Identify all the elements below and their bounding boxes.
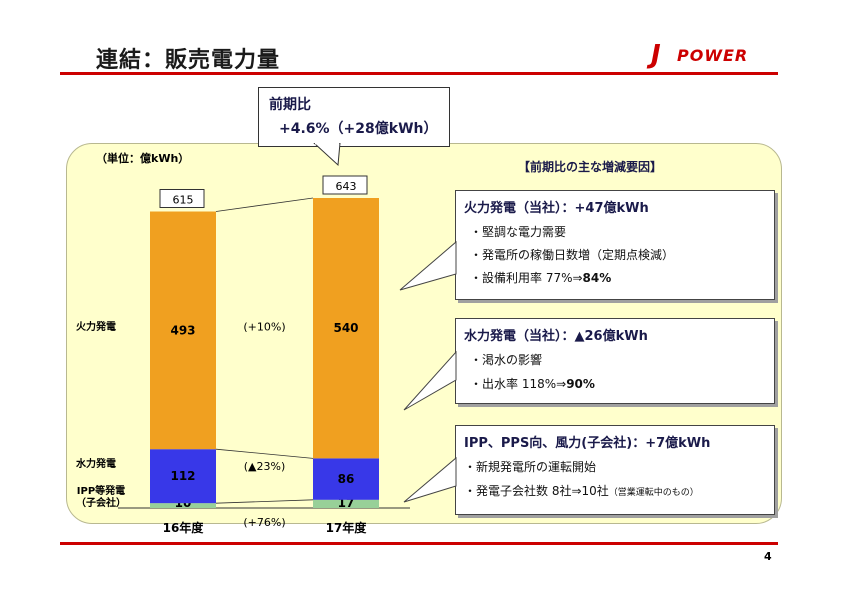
header-rule <box>60 72 778 75</box>
page-title: 連結：販売電力量 <box>96 48 281 73</box>
bar-hydro <box>150 449 216 504</box>
total-box <box>159 188 205 208</box>
connector-line <box>215 499 314 504</box>
factor-hydro-title: 水力発電（当社）：▲26億kWh <box>464 329 648 344</box>
row-label-hydro: 水力発電 <box>76 459 116 470</box>
factors-heading: 【前期比の主な増減要因】 <box>518 160 663 174</box>
unit-label: （単位：億kWh） <box>96 152 190 165</box>
factor-hydro-rate-prefix: ・出水率 118%⇒ <box>470 377 567 391</box>
callout-label: 前期比 <box>269 97 311 113</box>
factor-ipp-count: ・発電子会社数 8社⇒10社（営業運転中のもの） <box>464 482 699 499</box>
row-label-thermal: 火力発電 <box>76 322 116 333</box>
data-label-thermal: 540 <box>333 321 358 335</box>
yoy-callout: 前期比 +4.6%（+28億kWh） <box>258 87 450 147</box>
total-box <box>322 175 368 195</box>
factor-box-hydro: 水力発電（当社）：▲26億kWh ・渇水の影響 ・出水率 118%⇒90% <box>455 318 775 404</box>
callout-tail <box>313 143 341 167</box>
total-label: 643 <box>336 180 357 193</box>
factor-thermal-rate-prefix: ・設備利用率 77%⇒ <box>470 271 583 285</box>
logo-text: POWER <box>677 46 749 65</box>
factor-thermal-title: 火力発電（当社）：+47億kWh <box>464 201 649 216</box>
category-label: 16年度 <box>163 520 205 535</box>
factor-ipp-title: IPP、PPS向、風力(子会社)：+7億kWh <box>464 436 711 451</box>
factor-hydro-rate-value: 90% <box>566 377 595 391</box>
category-label: 17年度 <box>326 520 368 535</box>
row-label-ipp: IPP等発電 （子会社） <box>76 486 126 510</box>
factor-thermal-item: ・発電所の稼働日数増（定期点検減） <box>470 248 675 262</box>
factor-box-ipp: IPP、PPS向、風力(子会社)：+7億kWh ・新規発電所の運転開始 ・発電子… <box>455 425 775 515</box>
factor-ipp-item: ・新規発電所の運転開始 <box>464 460 597 474</box>
factor-thermal-item: ・堅調な電力需要 <box>470 225 567 239</box>
change-label-ipp: (+76%) <box>243 516 285 529</box>
factor-ipp-count-prefix: ・発電子会社数 8社⇒10社 <box>464 484 609 498</box>
bar-thermal <box>150 211 216 450</box>
callout-value: +4.6%（+28億kWh） <box>279 121 438 137</box>
connector-line <box>215 197 314 212</box>
bar-ipp <box>150 503 216 508</box>
data-label-hydro: 86 <box>338 472 355 486</box>
total-label: 615 <box>173 193 194 206</box>
connector-line <box>215 448 314 459</box>
bar-thermal <box>313 198 379 459</box>
jpower-logo: J POWER <box>651 40 781 70</box>
data-label-hydro: 112 <box>170 469 195 483</box>
factor-thermal-rate-value: 84% <box>582 271 612 285</box>
row-label-ipp-line1: IPP等発電 <box>76 486 126 497</box>
factor-ipp-count-note: （営業運転中のもの） <box>608 488 699 498</box>
change-label-hydro: (▲23%) <box>244 460 286 473</box>
bar-hydro <box>313 458 379 500</box>
data-label-thermal: 493 <box>170 323 195 337</box>
factor-box-thermal: 火力発電（当社）：+47億kWh ・堅調な電力需要 ・発電所の稼働日数増（定期点… <box>455 190 775 300</box>
row-label-ipp-line2: （子会社） <box>76 498 126 509</box>
factor-thermal-rate: ・設備利用率 77%⇒84% <box>470 269 611 286</box>
logo-mark: J <box>651 40 661 70</box>
page-number: 4 <box>764 550 772 563</box>
footer-rule <box>60 542 778 545</box>
change-label-thermal: (+10%) <box>243 320 285 333</box>
factor-hydro-item: ・渇水の影響 <box>470 353 543 367</box>
bar-ipp <box>313 499 379 508</box>
factor-hydro-rate: ・出水率 118%⇒90% <box>470 375 595 392</box>
